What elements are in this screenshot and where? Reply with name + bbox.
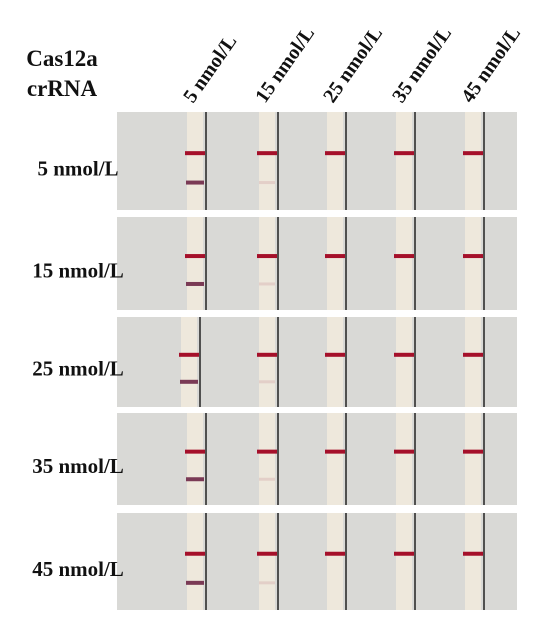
control-band bbox=[463, 352, 483, 357]
test-strip bbox=[327, 112, 343, 210]
faint-band bbox=[259, 380, 275, 384]
column-label: 45 nmol/L bbox=[457, 23, 525, 107]
test-band bbox=[186, 580, 204, 585]
column-label: 15 nmol/L bbox=[251, 23, 319, 107]
control-band bbox=[394, 254, 414, 259]
control-band bbox=[257, 449, 277, 454]
control-band bbox=[325, 449, 345, 454]
photo-panel bbox=[117, 413, 517, 505]
test-strip bbox=[396, 413, 412, 505]
control-band bbox=[185, 254, 205, 259]
test-strip bbox=[187, 513, 203, 610]
test-strip bbox=[181, 317, 197, 407]
faint-band bbox=[259, 282, 275, 286]
control-band bbox=[463, 151, 483, 156]
row-label: 25 nmol/L bbox=[32, 357, 124, 381]
photo-panel bbox=[117, 317, 517, 407]
column-label: 35 nmol/L bbox=[388, 23, 456, 107]
control-band bbox=[257, 551, 277, 556]
test-strip bbox=[327, 317, 343, 407]
corner-label: crRNA bbox=[27, 76, 98, 101]
control-band bbox=[325, 551, 345, 556]
test-strip bbox=[465, 513, 481, 610]
control-band bbox=[185, 151, 205, 156]
control-band bbox=[394, 449, 414, 454]
control-band bbox=[185, 449, 205, 454]
test-strip bbox=[259, 217, 275, 310]
control-band bbox=[463, 449, 483, 454]
test-strip bbox=[327, 413, 343, 505]
test-strip bbox=[259, 513, 275, 610]
control-band bbox=[394, 551, 414, 556]
test-strip bbox=[465, 217, 481, 310]
control-band bbox=[325, 352, 345, 357]
test-strip bbox=[327, 513, 343, 610]
faint-band bbox=[259, 181, 275, 185]
column-label: 25 nmol/L bbox=[319, 23, 387, 107]
faint-band bbox=[259, 477, 275, 481]
test-strip bbox=[187, 217, 203, 310]
control-band bbox=[185, 551, 205, 556]
row-label: 35 nmol/L bbox=[32, 454, 124, 478]
row-label: 45 nmol/L bbox=[32, 557, 124, 581]
test-strip bbox=[259, 112, 275, 210]
control-band bbox=[257, 254, 277, 259]
test-strip bbox=[465, 112, 481, 210]
test-band bbox=[186, 180, 204, 185]
test-strip bbox=[259, 317, 275, 407]
column-label: 5 nmol/L bbox=[179, 31, 241, 107]
photo-panel bbox=[117, 112, 517, 210]
control-band bbox=[179, 352, 199, 357]
test-band bbox=[180, 379, 198, 384]
control-band bbox=[463, 551, 483, 556]
test-strip bbox=[465, 413, 481, 505]
row-label: 15 nmol/L bbox=[32, 258, 124, 282]
test-strip bbox=[396, 217, 412, 310]
control-band bbox=[257, 352, 277, 357]
test-band bbox=[186, 477, 204, 482]
photo-panel bbox=[117, 217, 517, 310]
test-strip bbox=[187, 112, 203, 210]
control-band bbox=[463, 254, 483, 259]
faint-band bbox=[259, 581, 275, 585]
test-strip bbox=[327, 217, 343, 310]
row-label: 5 nmol/L bbox=[37, 157, 118, 181]
control-band bbox=[325, 254, 345, 259]
control-band bbox=[257, 151, 277, 156]
strip-panels bbox=[117, 112, 517, 610]
test-strip bbox=[396, 513, 412, 610]
test-strip bbox=[465, 317, 481, 407]
test-strip bbox=[259, 413, 275, 505]
test-strip bbox=[396, 112, 412, 210]
control-band bbox=[325, 151, 345, 156]
test-band bbox=[186, 281, 204, 286]
test-strip bbox=[396, 317, 412, 407]
photo-panel bbox=[117, 513, 517, 610]
control-band bbox=[394, 151, 414, 156]
corner-label: Cas12a bbox=[26, 46, 98, 71]
control-band bbox=[394, 352, 414, 357]
test-strip bbox=[187, 413, 203, 505]
